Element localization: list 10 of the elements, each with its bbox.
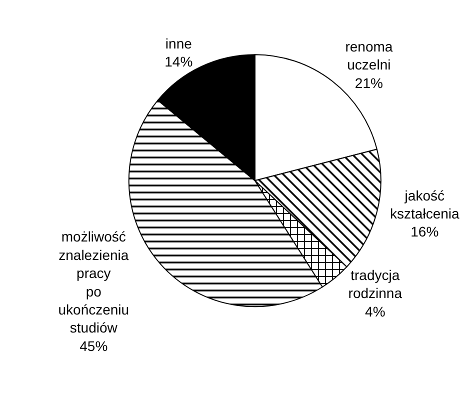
slice-label: jakość kształcenia (390, 187, 460, 222)
data-label: 21% (354, 74, 383, 91)
slice-label: możliwość znalezienia pracy po ukończeniu studiów (58, 228, 130, 336)
data-label: 14% (164, 54, 193, 70)
slice-label: inne (165, 35, 192, 52)
data-label: 4% (365, 303, 386, 320)
slice-label: tradycja rodzinna (348, 267, 402, 302)
slice-label: renoma uczelni (345, 38, 393, 73)
data-label: 45% (80, 338, 108, 354)
data-label: 16% (410, 224, 439, 240)
